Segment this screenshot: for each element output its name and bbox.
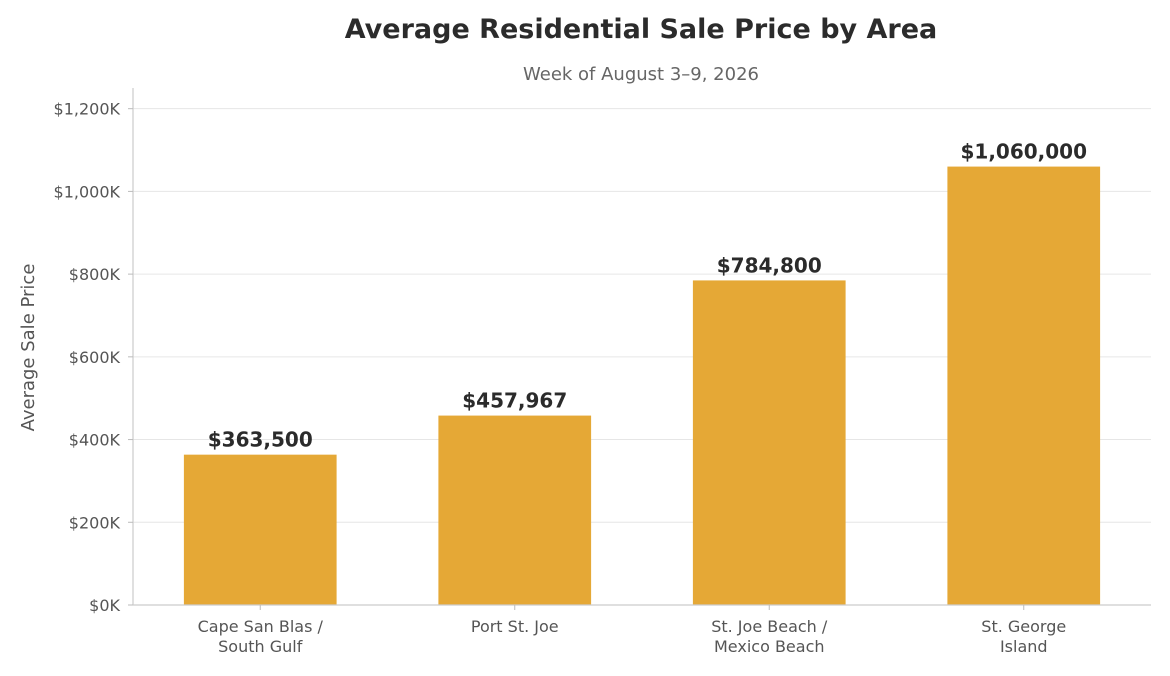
bar [947, 166, 1101, 606]
bar [183, 454, 337, 605]
y-tick-label: $800K [69, 265, 121, 284]
x-tick-label: Cape San Blas / South Gulf [198, 617, 324, 656]
y-axis-title: Average Sale Price [18, 264, 39, 432]
x-tick-label-line: Port St. Joe [471, 617, 559, 636]
y-ticks: $0K $200K $400K $600K $800K $1,000K $1,200K [54, 100, 133, 615]
x-tick-label-line: St. George [981, 617, 1066, 636]
x-tick-label-line: Cape San Blas / [198, 617, 324, 636]
x-ticks: Cape San Blas / South Gulf Port St. Joe St.… [198, 605, 1066, 656]
y-tick-label: $1,200K [54, 100, 121, 119]
data-label: $784,800 [717, 253, 822, 277]
y-tick-label: $400K [69, 431, 121, 450]
bar [692, 280, 846, 605]
axes [132, 88, 1151, 606]
x-tick-label-line: Mexico Beach [714, 637, 825, 656]
data-label: $363,500 [208, 428, 313, 452]
bars [183, 166, 1101, 606]
x-tick-label: St. George Island [981, 617, 1066, 656]
data-labels: $363,500 $457,967 $784,800 $1,060,000 [208, 140, 1087, 452]
chart-subtitle: Week of August 3–9, 2026 [523, 64, 759, 85]
chart-title: Average Residential Sale Price by Area [344, 14, 938, 45]
bar [438, 415, 592, 605]
data-label: $457,967 [462, 389, 567, 413]
x-tick-label-line: Island [1000, 637, 1048, 656]
y-tick-label: $0K [89, 596, 120, 615]
data-label: $1,060,000 [960, 140, 1087, 164]
y-tick-label: $1,000K [54, 182, 121, 201]
x-tick-label: Port St. Joe [471, 617, 559, 636]
y-tick-label: $600K [69, 348, 121, 367]
x-tick-label-line: South Gulf [218, 637, 303, 656]
x-tick-label-line: St. Joe Beach / [711, 617, 828, 636]
x-tick-label: St. Joe Beach / Mexico Beach [711, 617, 828, 656]
y-tick-label: $200K [69, 513, 121, 532]
